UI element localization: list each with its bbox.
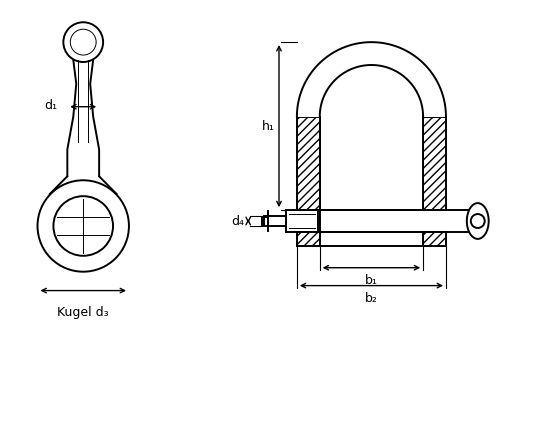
Bar [320,210,478,232]
Bar [297,117,320,210]
Ellipse shape [467,203,489,239]
Text: b₁: b₁ [365,274,378,287]
Circle shape [64,22,103,62]
Bar [286,210,318,232]
Circle shape [37,180,129,272]
Text: d₄: d₄ [231,215,244,227]
Bar [297,232,320,246]
Circle shape [54,196,113,256]
Text: h₁: h₁ [262,120,275,132]
Bar [264,216,286,226]
Text: d₁: d₁ [45,99,57,112]
Bar [423,117,446,210]
Text: b₂: b₂ [365,292,378,305]
Bar [423,232,446,246]
Text: Kugel d₃: Kugel d₃ [57,306,109,319]
